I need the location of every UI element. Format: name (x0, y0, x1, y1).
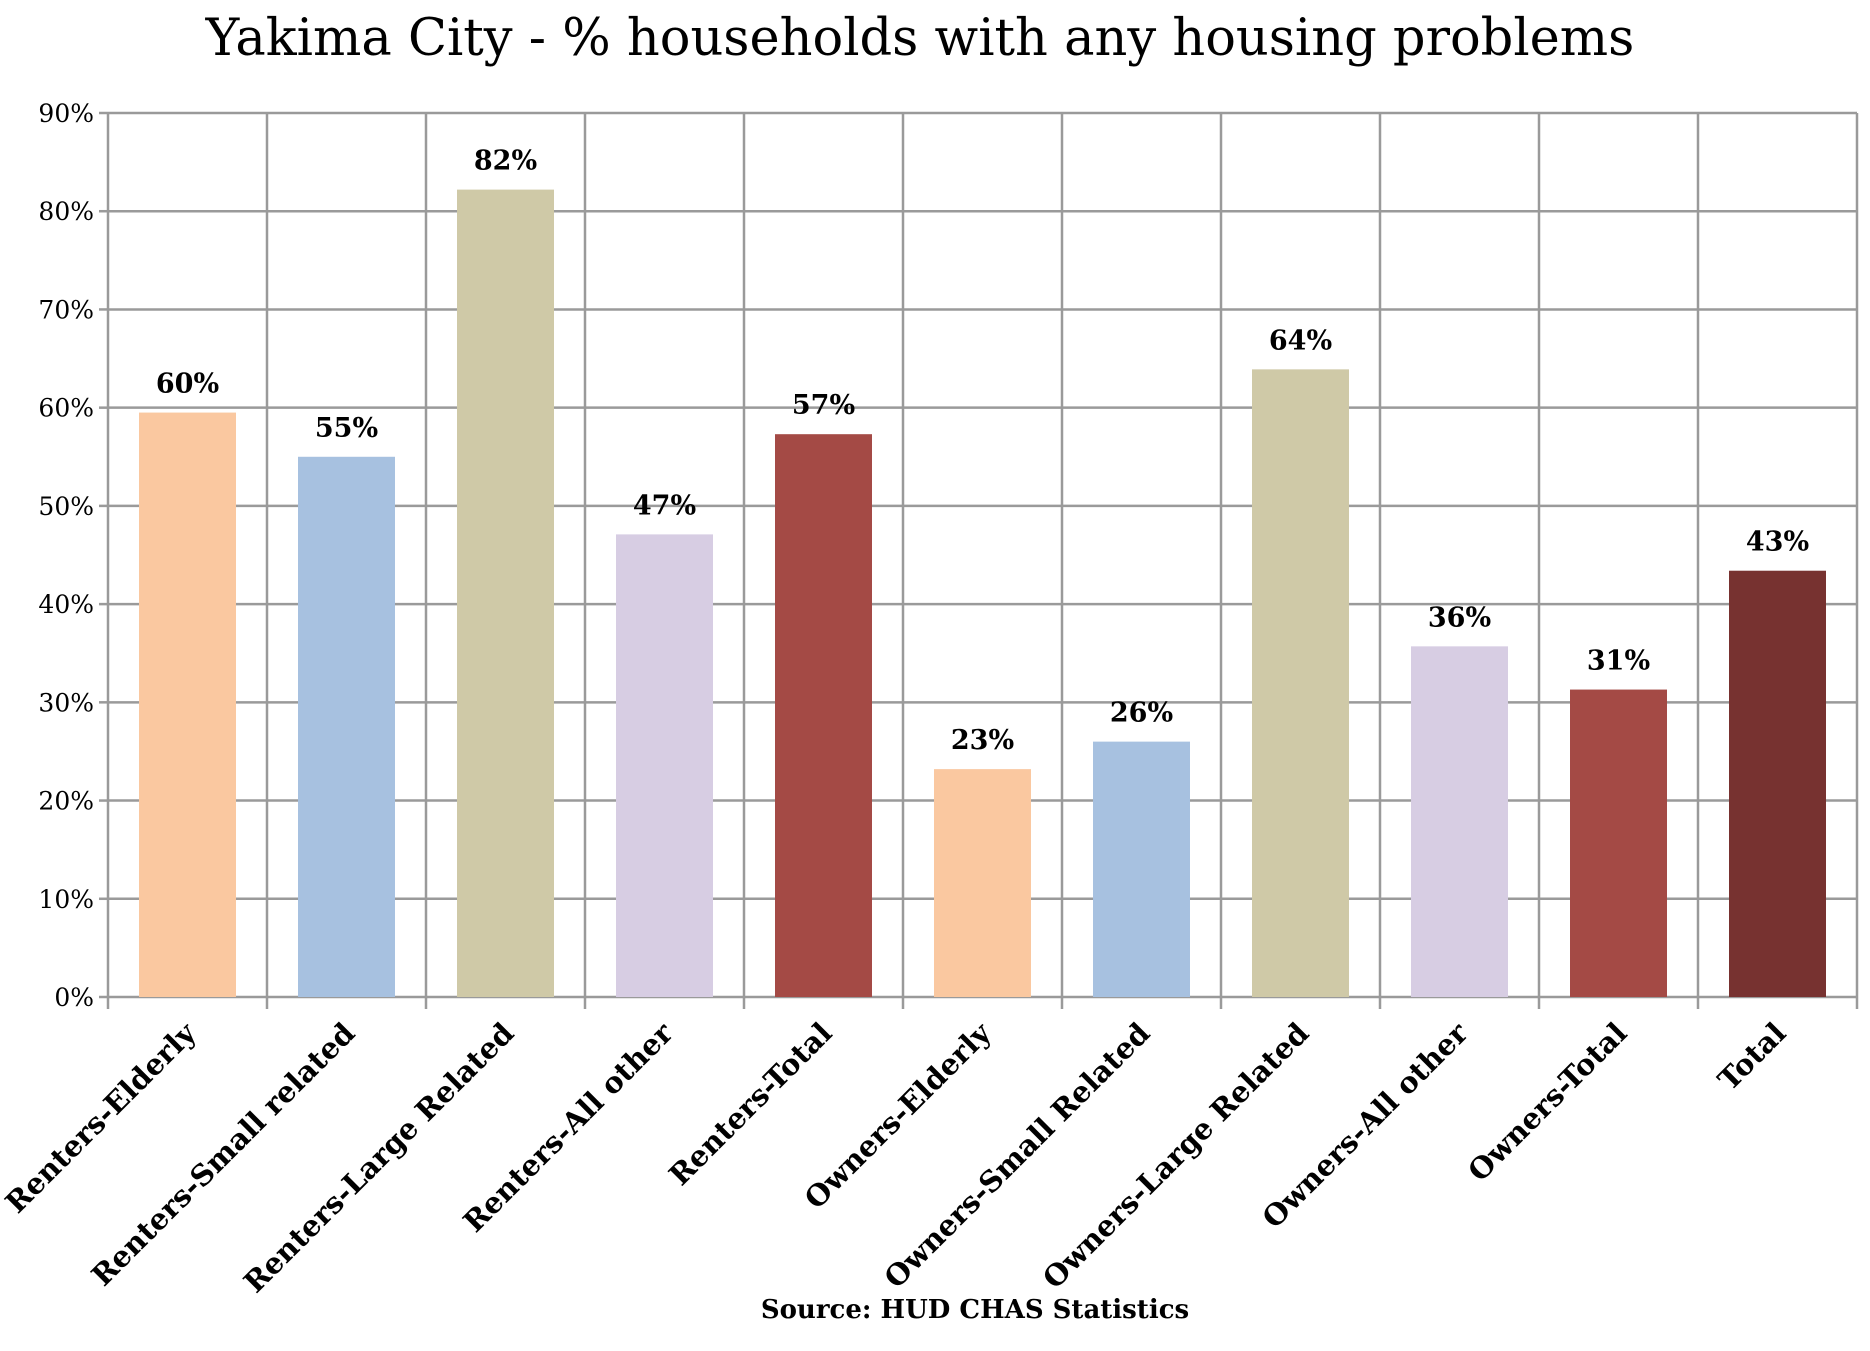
bar (1093, 741, 1190, 997)
data-label: 31% (1587, 646, 1650, 677)
data-label: 55% (315, 413, 378, 444)
y-tick-label: 60% (38, 394, 94, 423)
bar (298, 456, 395, 997)
data-label: 47% (633, 490, 696, 521)
data-label: 64% (1269, 325, 1332, 356)
bar (934, 769, 1031, 997)
bar (1570, 689, 1667, 997)
data-label: 82% (474, 146, 537, 177)
y-tick-label: 90% (38, 99, 94, 128)
y-tick-label: 0% (54, 983, 94, 1012)
y-tick-label: 40% (38, 590, 94, 619)
y-tick-label: 10% (38, 885, 94, 914)
chart-title: Yakima City - % households with any hous… (205, 9, 1635, 68)
data-labels: 60% 55% 82% 47% 57% 23% 26% 64% 36% 31% 43% (156, 146, 1809, 757)
y-tick-label: 70% (38, 295, 94, 324)
bar (1411, 646, 1508, 997)
bar (775, 434, 872, 998)
bar (457, 189, 554, 997)
bars (139, 189, 1826, 998)
data-label: 26% (1110, 698, 1173, 729)
data-label: 43% (1746, 527, 1809, 558)
bar (1729, 570, 1826, 997)
bar (139, 412, 236, 998)
data-label: 36% (1428, 602, 1491, 633)
y-tick-label: 80% (38, 197, 94, 226)
y-tick-label: 20% (38, 787, 94, 816)
bar (616, 534, 713, 997)
y-tick-label: 50% (38, 492, 94, 521)
source-note: Source: HUD CHAS Statistics (761, 1295, 1189, 1325)
data-label: 23% (951, 725, 1014, 756)
bar (1252, 369, 1349, 997)
data-label: 57% (792, 390, 855, 421)
y-axis-ticks: 0% 10% 20% 30% 40% 50% 60% 70% 80% 90% (38, 99, 94, 1012)
y-tick-label: 30% (38, 688, 94, 717)
data-label: 60% (156, 369, 219, 400)
gridlines (99, 111, 1859, 1009)
